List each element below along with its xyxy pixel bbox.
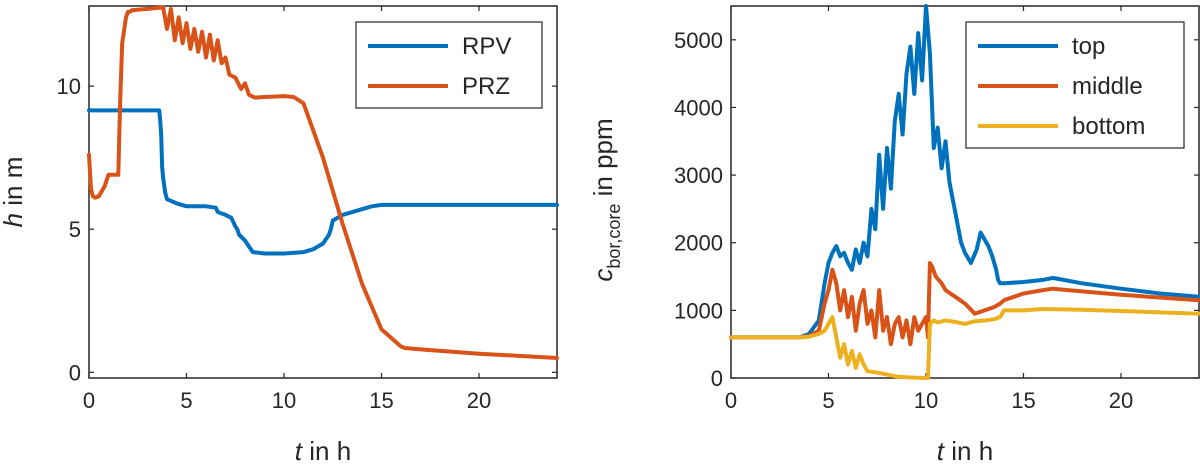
left-legend-box [355, 21, 543, 109]
right-x-tick-label: 10 [914, 388, 938, 413]
legend-label-middle: middle [1072, 73, 1143, 100]
left-plot-frame [88, 5, 558, 379]
left-y-tick-label: 10 [57, 74, 81, 99]
left-legend: RPV PRZ [355, 21, 543, 109]
right-y-tick-label: 0 [711, 366, 723, 391]
right-series-line-bottom [729, 307, 1200, 380]
right-chart: 0 5 10 15 20 0 1000 2000 3000 4000 5000 t in h cbo… [588, 4, 1200, 466]
legend-label-bottom: bottom [1072, 113, 1145, 140]
left-x-tick-label: 20 [467, 388, 491, 413]
left-y-tick-label: 0 [69, 360, 81, 385]
right-y-tick-label: 1000 [674, 298, 723, 323]
right-y-tick-label: 4000 [674, 95, 723, 120]
left-series-line-prz [87, 5, 559, 360]
legend-label-rpv: RPV [462, 33, 511, 60]
left-x-axis-label: t in h [295, 436, 351, 465]
right-x-tick-label: 5 [822, 388, 834, 413]
right-y-tick-label: 3000 [674, 163, 723, 188]
left-x-tick-label: 5 [180, 388, 192, 413]
left-series-line-rpv [87, 108, 559, 256]
legend-label-prz: PRZ [462, 73, 510, 100]
left-y-tick-label: 5 [69, 217, 81, 242]
right-x-tick-label: 0 [725, 388, 737, 413]
right-y-tick-label: 2000 [674, 231, 723, 256]
right-x-axis-label: t in h [937, 436, 993, 465]
right-y-axis-label: cbor,core in ppm [588, 118, 624, 281]
right-plot-frame [730, 5, 1200, 379]
legend-label-top: top [1072, 33, 1105, 60]
right-y-tick-label: 5000 [674, 28, 723, 53]
right-x-tick-label: 15 [1011, 388, 1035, 413]
left-x-tick-label: 10 [272, 388, 296, 413]
right-legend: top middle bottom [965, 21, 1185, 149]
right-x-tick-label: 20 [1109, 388, 1133, 413]
left-x-tick-label: 15 [369, 388, 393, 413]
left-chart: 0 5 10 15 20 0 5 10 t in h h in m RPV PRZ [0, 5, 559, 466]
right-series-line-middle [729, 261, 1200, 347]
left-y-axis-label: h in m [0, 157, 28, 228]
left-x-tick-label: 0 [83, 388, 95, 413]
right-series-line-top [729, 4, 1200, 340]
